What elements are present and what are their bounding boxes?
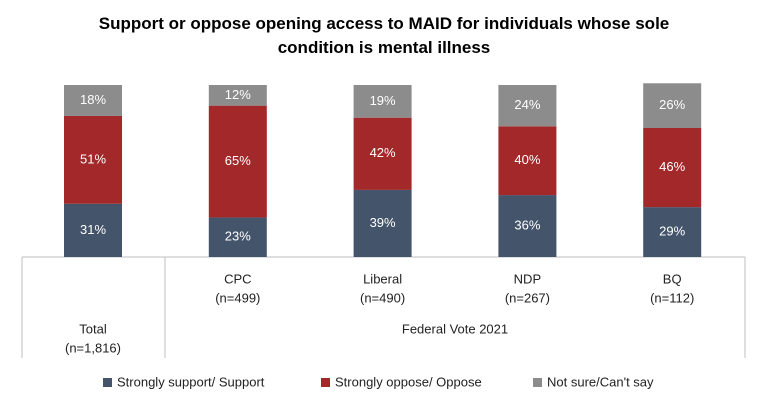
data-label: 29% [659, 223, 685, 238]
bar-segment [64, 203, 122, 257]
legend-swatch [321, 378, 330, 387]
data-label: 51% [80, 151, 106, 166]
bar-segment [353, 189, 412, 257]
x-tick-label: CPC [224, 271, 251, 286]
legend-label: Strongly oppose/ Oppose [335, 374, 482, 389]
bar-segment [643, 207, 702, 257]
bar-segment [353, 117, 412, 190]
bar-segment [208, 217, 267, 257]
data-label: 18% [80, 92, 106, 107]
bar-segment [498, 126, 557, 196]
bar-segment [208, 85, 267, 106]
chart-title: Support or oppose opening access to MAID… [98, 14, 670, 57]
bar-segment [64, 85, 122, 116]
legend-swatch [103, 378, 112, 387]
data-label: 12% [225, 87, 251, 102]
legend-label: Strongly support/ Support [117, 374, 265, 389]
legend-swatch [533, 378, 542, 387]
bar-segment [353, 85, 412, 118]
bar-segment [498, 85, 557, 127]
data-label: 24% [514, 97, 540, 112]
x-tick-note: (n=1,816) [65, 340, 121, 355]
data-label: 65% [225, 153, 251, 168]
bar-segment [643, 83, 702, 128]
bar-segment [643, 128, 702, 208]
group-label: Federal Vote 2021 [402, 321, 508, 336]
x-tick-label: Total [79, 321, 107, 336]
data-label: 42% [370, 145, 396, 160]
x-tick-note: (n=112) [650, 290, 694, 305]
data-label: 46% [659, 159, 685, 174]
bar-segment [64, 115, 122, 204]
bar-segment [498, 195, 557, 257]
legend-label: Not sure/Can't say [547, 374, 654, 389]
data-label: 23% [225, 229, 251, 244]
data-label: 40% [514, 152, 540, 167]
x-tick-note: (n=267) [505, 290, 550, 305]
x-tick-label: NDP [514, 271, 541, 286]
x-tick-label: Liberal [363, 271, 402, 286]
data-label: 19% [370, 93, 396, 108]
x-tick-note: (n=490) [360, 290, 405, 305]
data-label: 39% [370, 215, 396, 230]
data-label: 31% [80, 222, 106, 237]
x-tick-note: (n=499) [215, 290, 260, 305]
bar-segment [208, 105, 267, 218]
x-tick-label: BQ [663, 271, 682, 286]
data-label: 26% [659, 97, 685, 112]
data-label: 36% [514, 217, 540, 232]
